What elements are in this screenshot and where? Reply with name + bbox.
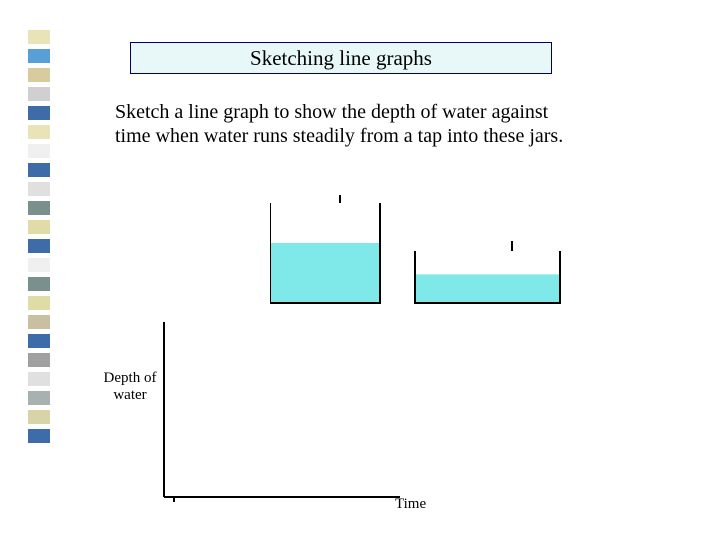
title-box: Sketching line graphs [130, 42, 552, 74]
jars-diagram [270, 195, 570, 315]
sidebar-stripe [28, 163, 50, 177]
sidebar-stripe [28, 106, 50, 120]
sidebar-stripe [28, 144, 50, 158]
sidebar-stripe [28, 429, 50, 443]
graph-xlabel: Time [395, 496, 426, 513]
graph-axes [150, 320, 400, 510]
sidebar-stripe [28, 258, 50, 272]
title-text: Sketching line graphs [250, 46, 432, 70]
sidebar-stripe [28, 372, 50, 386]
sidebar-stripe [28, 220, 50, 234]
graph-ylabel: Depth of water [100, 370, 160, 403]
ylabel-line1: Depth of [104, 370, 157, 386]
sidebar-stripe [28, 315, 50, 329]
sidebar-stripe [28, 87, 50, 101]
sidebar-stripe [28, 277, 50, 291]
sidebar-stripe [28, 391, 50, 405]
sidebar-stripe [28, 125, 50, 139]
instruction-text: Sketch a line graph to show the depth of… [115, 100, 565, 148]
sidebar-stripe [28, 182, 50, 196]
sidebar-stripe [28, 68, 50, 82]
sidebar-stripe [28, 239, 50, 253]
sidebar-stripe [28, 410, 50, 424]
sidebar-stripes [28, 30, 50, 448]
sidebar-stripe [28, 49, 50, 63]
sidebar-stripe [28, 334, 50, 348]
sidebar-stripe [28, 201, 50, 215]
sidebar-stripe [28, 353, 50, 367]
sidebar-stripe [28, 296, 50, 310]
ylabel-line2: water [113, 387, 146, 403]
sidebar-stripe [28, 30, 50, 44]
